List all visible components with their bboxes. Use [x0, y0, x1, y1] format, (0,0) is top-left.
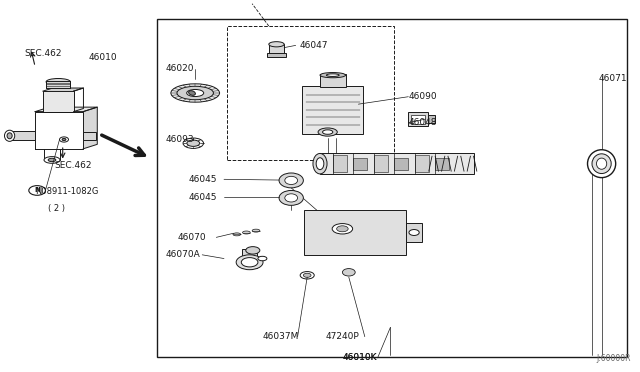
Bar — [304, 210, 406, 255]
Text: 46070A: 46070A — [165, 250, 200, 259]
Bar — [242, 249, 257, 268]
Ellipse shape — [323, 130, 333, 134]
Text: 46070: 46070 — [178, 233, 207, 242]
Bar — [303, 86, 364, 134]
Bar — [411, 115, 425, 124]
Ellipse shape — [588, 150, 616, 177]
Bar — [320, 74, 346, 87]
Text: 46045: 46045 — [189, 193, 218, 202]
Ellipse shape — [44, 157, 60, 163]
Ellipse shape — [241, 257, 258, 267]
Ellipse shape — [246, 247, 260, 254]
Ellipse shape — [596, 158, 607, 169]
Ellipse shape — [337, 226, 348, 232]
Ellipse shape — [4, 130, 15, 141]
Ellipse shape — [300, 272, 314, 279]
Text: 46010K: 46010K — [342, 353, 377, 362]
Text: 46045: 46045 — [189, 175, 218, 184]
Bar — [10, 131, 35, 140]
Text: J:60000R: J:60000R — [596, 354, 630, 363]
Ellipse shape — [269, 42, 284, 47]
Ellipse shape — [236, 255, 263, 270]
Ellipse shape — [243, 231, 250, 234]
Bar — [428, 115, 435, 123]
Bar — [415, 155, 429, 172]
Bar — [83, 132, 96, 140]
Polygon shape — [35, 107, 97, 112]
Text: SEC.462: SEC.462 — [54, 161, 92, 170]
Text: 46048: 46048 — [408, 118, 437, 127]
Ellipse shape — [313, 153, 327, 174]
Bar — [157, 19, 627, 357]
Ellipse shape — [279, 173, 303, 188]
Bar — [353, 158, 367, 170]
Polygon shape — [43, 88, 83, 91]
Text: N08911-1082G: N08911-1082G — [35, 187, 99, 196]
Ellipse shape — [285, 176, 298, 185]
Bar — [320, 153, 474, 174]
Text: ( 2 ): ( 2 ) — [48, 204, 65, 213]
Ellipse shape — [183, 138, 204, 148]
Text: 46047: 46047 — [300, 41, 328, 50]
Ellipse shape — [320, 73, 346, 78]
Bar — [269, 44, 284, 54]
Text: 46093: 46093 — [165, 135, 194, 144]
Text: SEC.462: SEC.462 — [24, 49, 62, 58]
Text: 46090: 46090 — [408, 92, 437, 101]
Text: N: N — [34, 187, 40, 193]
Circle shape — [342, 269, 355, 276]
Text: 46010K: 46010K — [342, 353, 377, 362]
Ellipse shape — [303, 273, 311, 278]
Ellipse shape — [318, 128, 337, 136]
Polygon shape — [83, 107, 97, 149]
Ellipse shape — [326, 74, 339, 77]
Bar — [374, 155, 388, 172]
Ellipse shape — [332, 224, 353, 234]
Circle shape — [29, 186, 45, 195]
Bar — [46, 81, 70, 88]
Text: 46010: 46010 — [88, 53, 117, 62]
Bar — [227, 26, 394, 160]
Ellipse shape — [233, 233, 241, 236]
Bar — [435, 158, 449, 170]
Circle shape — [62, 138, 66, 141]
Ellipse shape — [171, 84, 220, 102]
Text: 46071: 46071 — [599, 74, 628, 83]
Ellipse shape — [252, 229, 260, 232]
Ellipse shape — [279, 190, 303, 205]
Ellipse shape — [258, 256, 267, 261]
Ellipse shape — [48, 158, 56, 162]
Ellipse shape — [46, 78, 70, 85]
Ellipse shape — [187, 90, 204, 97]
Bar — [267, 53, 286, 57]
Ellipse shape — [285, 194, 298, 202]
Circle shape — [409, 230, 419, 235]
Bar — [406, 223, 422, 242]
Ellipse shape — [592, 154, 611, 173]
Ellipse shape — [189, 91, 195, 95]
Ellipse shape — [316, 158, 324, 170]
Bar — [394, 158, 408, 170]
Bar — [333, 155, 347, 172]
Ellipse shape — [187, 140, 200, 147]
Bar — [408, 112, 428, 126]
Ellipse shape — [177, 86, 214, 100]
Ellipse shape — [7, 133, 12, 139]
Text: 46020: 46020 — [165, 64, 194, 73]
Text: 47240P: 47240P — [325, 332, 359, 341]
Circle shape — [60, 137, 68, 142]
Bar — [43, 91, 74, 112]
Text: 46037M: 46037M — [262, 332, 299, 341]
